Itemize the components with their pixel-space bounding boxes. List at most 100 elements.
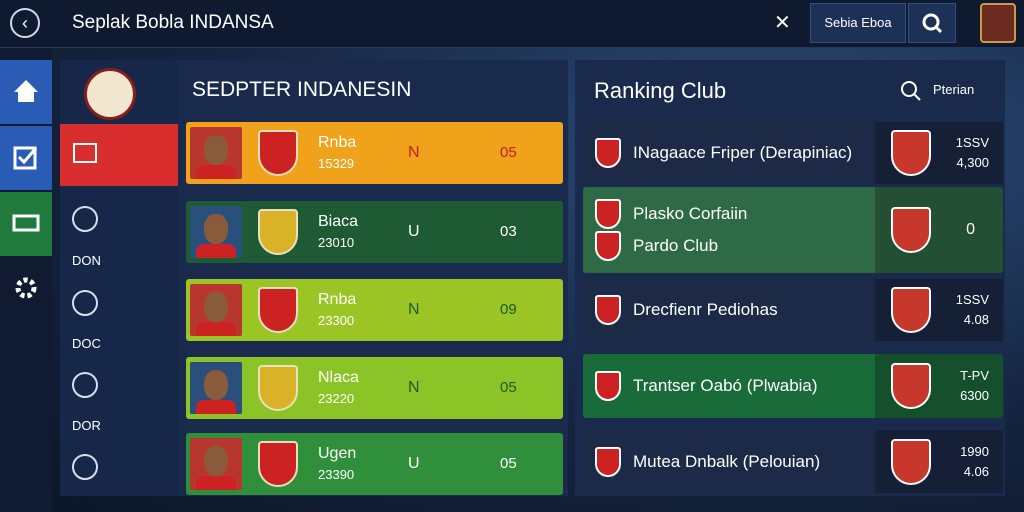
stat-cell: 1SSV 4,300 (875, 122, 1003, 184)
club-stat: 1990 (960, 443, 989, 459)
club-crest (891, 130, 931, 176)
player-status: N (408, 301, 420, 318)
club-value: 6300 (960, 388, 989, 403)
player-photo (190, 127, 242, 179)
sidebar-icon[interactable] (72, 206, 98, 232)
club-value: 4.08 (963, 312, 989, 327)
club-crest (891, 207, 931, 253)
player-name: Rnba (318, 134, 357, 151)
player-shirt (196, 322, 236, 336)
ranking-row[interactable]: Mutea Dnbalk (Pelouian) 1990 4.06 (583, 430, 1003, 493)
player-score: 05 (500, 455, 517, 472)
settings-button[interactable] (0, 258, 52, 322)
club-crest (891, 438, 931, 485)
sidebar-label[interactable]: DOR (72, 418, 101, 433)
search-button[interactable]: Sebia Eboa (810, 3, 906, 43)
player-shirt (196, 400, 236, 414)
filter-label[interactable]: Pterian (933, 82, 975, 97)
app-title: Seplak Bobla INDANSA (72, 12, 274, 33)
player-name: Nlaca (318, 369, 359, 386)
search-icon[interactable] (908, 3, 956, 43)
club-logo (84, 68, 136, 120)
player-row[interactable]: Biaca 23010 U 03 (186, 201, 563, 263)
club-badge (595, 371, 621, 401)
club-name: Drecfienr Pediohas (633, 300, 778, 319)
panel-title: SEDPTER INDANESIN (192, 78, 412, 101)
club-badge (595, 199, 621, 229)
team-badge (258, 287, 298, 333)
club-value: 4,300 (956, 155, 989, 170)
player-score: 09 (500, 301, 517, 318)
sidebar-label[interactable]: DOC (72, 336, 101, 351)
player-face (204, 446, 228, 476)
player-row[interactable]: Ugen 23390 U 05 (186, 433, 563, 495)
player-status: N (408, 144, 420, 161)
player-name: Biaca (318, 213, 359, 230)
header: ‹ Seplak Bobla INDANSA ✕ Sebia Eboa (0, 0, 1024, 48)
player-photo (190, 284, 242, 336)
player-row[interactable]: Nlaca 23220 N 05 (186, 357, 563, 419)
player-shirt (196, 476, 236, 490)
ranking-row[interactable]: Trantser Oabó (Plwabia) T-PV 6300 (583, 354, 1003, 418)
player-status: U (408, 223, 420, 240)
player-score: 03 (500, 223, 517, 240)
stat-cell: 1SSV 4.08 (875, 279, 1003, 341)
ranking-row[interactable]: Plasko Corfaiin Pardo Club 0 (583, 187, 1003, 273)
ranking-row[interactable]: INagaace Friper (Derapiniac) 1SSV 4,300 (583, 122, 1003, 184)
close-button[interactable]: ✕ (774, 12, 791, 34)
stat-cell: 1990 4.06 (875, 430, 1003, 493)
back-button[interactable]: ‹ (10, 8, 40, 38)
club-name: Trantser Oabó (Plwabia) (633, 376, 818, 395)
player-face (204, 370, 228, 400)
club-name: Plasko Corfaiin (633, 204, 748, 223)
team-badge (258, 130, 298, 176)
team-badge (258, 209, 298, 255)
player-row[interactable]: Rnba 23300 N 09 (186, 279, 563, 341)
player-shirt (196, 165, 236, 179)
club-stat: 1SSV (955, 135, 989, 150)
ranking-row[interactable]: Drecfienr Pediohas 1SSV 4.08 (583, 279, 1003, 341)
player-status: N (408, 379, 420, 396)
avatar[interactable] (980, 3, 1016, 43)
club-stat: 1SSV (955, 292, 989, 307)
club-name: Pardo Club (633, 236, 719, 255)
player-code: 23010 (318, 235, 355, 250)
player-photo (190, 206, 242, 258)
sidebar-icon[interactable] (72, 454, 98, 480)
filter-icon[interactable] (900, 80, 924, 107)
club-crest (891, 287, 931, 333)
player-code: 23220 (318, 391, 355, 406)
club-badge (595, 295, 621, 325)
player-shirt (196, 244, 236, 258)
player-face (204, 135, 228, 165)
club-stat: T-PV (960, 368, 989, 383)
player-photo (190, 362, 242, 414)
sidebar-icon[interactable] (72, 290, 98, 316)
player-code: 15329 (318, 156, 355, 171)
club-badge (595, 138, 621, 168)
sidebar-label[interactable]: DON (72, 253, 101, 268)
sidebar-icon[interactable] (72, 372, 98, 398)
club-crest (891, 363, 931, 409)
club-name: INagaace Friper (Derapiniac) (633, 143, 853, 162)
chat-button[interactable] (0, 192, 52, 256)
panel-title: Ranking Club (594, 78, 727, 103)
player-row[interactable]: Rnba 15329 N 05 (186, 122, 563, 184)
player-score: 05 (500, 144, 517, 161)
player-score: 05 (500, 379, 517, 396)
team-badge (258, 441, 298, 487)
home-button[interactable] (0, 60, 52, 124)
tasks-button[interactable] (0, 126, 52, 190)
player-status: U (408, 455, 420, 472)
player-name: Ugen (318, 445, 357, 462)
club-badge (595, 231, 621, 261)
club-value: 4.06 (963, 463, 989, 479)
player-face (204, 214, 228, 244)
active-item[interactable] (60, 124, 178, 186)
player-code: 23300 (318, 313, 355, 328)
club-name: Mutea Dnbalk (Pelouian) (633, 451, 821, 471)
player-name: Rnba (318, 291, 357, 308)
player-photo (190, 438, 242, 490)
stat-cell: 0 (875, 187, 1003, 273)
